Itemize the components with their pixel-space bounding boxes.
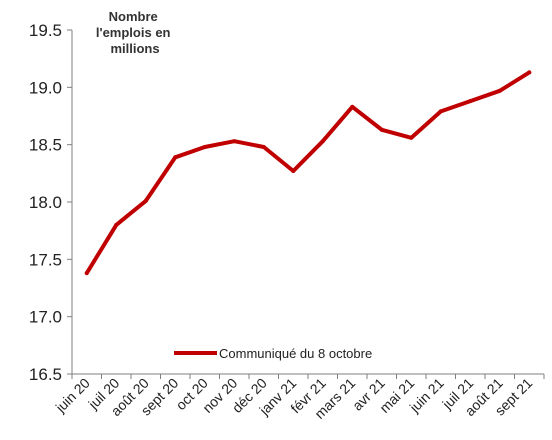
y-tick-label: 17.5: [29, 250, 62, 269]
data-point: [143, 198, 148, 203]
y-tick-label: 19.5: [29, 21, 62, 40]
data-point: [527, 70, 532, 75]
y-tick-label: 19.0: [29, 78, 62, 97]
unit-label-line-1: Nombre: [109, 9, 158, 24]
data-point: [202, 144, 207, 149]
data-point: [173, 155, 178, 160]
unit-label-line-2: l'emplois en: [96, 25, 171, 40]
data-point: [350, 104, 355, 109]
legend-label: Communiqué du 8 octobre: [219, 346, 372, 361]
data-point: [497, 88, 502, 93]
y-tick-label: 17.0: [29, 308, 62, 327]
data-point: [468, 99, 473, 104]
series-layer: [84, 70, 532, 276]
data-point: [114, 222, 119, 227]
y-ticks: 16.5 17.0 17.5 18.0 18.5 19.0 19.5: [29, 21, 72, 384]
data-point: [291, 169, 296, 174]
series-line: [84, 70, 532, 276]
data-point: [261, 144, 266, 149]
unit-label: Nombre l'emplois en millions: [96, 9, 174, 56]
data-point: [379, 127, 384, 132]
data-point: [84, 271, 89, 276]
data-point: [232, 139, 237, 144]
y-tick-label: 18.0: [29, 193, 62, 212]
legend: Communiqué du 8 octobre: [174, 346, 372, 361]
unit-label-line-3: millions: [110, 41, 159, 56]
y-tick-label: 16.5: [29, 365, 62, 384]
data-point: [409, 135, 414, 140]
y-tick-label: 18.5: [29, 136, 62, 155]
data-point: [320, 139, 325, 144]
data-point: [438, 109, 443, 114]
